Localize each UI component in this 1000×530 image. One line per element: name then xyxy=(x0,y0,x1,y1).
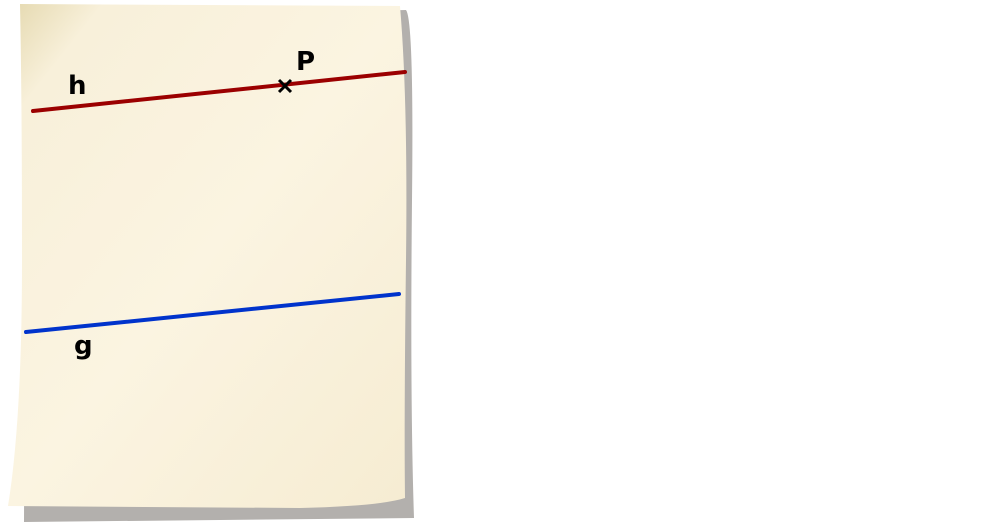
label-g: g xyxy=(74,331,93,361)
line-g xyxy=(24,292,401,334)
line-h xyxy=(31,70,407,113)
cross-icon xyxy=(277,78,293,94)
paper-sheet xyxy=(8,4,407,508)
label-p: P xyxy=(296,47,315,77)
label-h: h xyxy=(68,71,87,101)
